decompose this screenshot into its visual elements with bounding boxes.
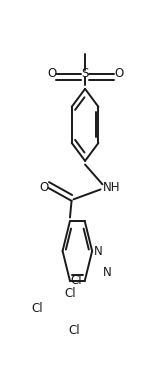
Text: Cl: Cl <box>68 324 80 337</box>
Text: N: N <box>94 245 103 257</box>
Text: S: S <box>81 67 89 80</box>
Text: NH: NH <box>102 181 120 195</box>
Text: O: O <box>114 67 123 80</box>
Text: N: N <box>103 266 112 278</box>
Text: O: O <box>39 181 48 195</box>
Text: Cl: Cl <box>64 287 76 300</box>
Text: Cl: Cl <box>71 275 82 287</box>
Text: Cl: Cl <box>32 301 43 315</box>
Text: O: O <box>47 67 56 80</box>
